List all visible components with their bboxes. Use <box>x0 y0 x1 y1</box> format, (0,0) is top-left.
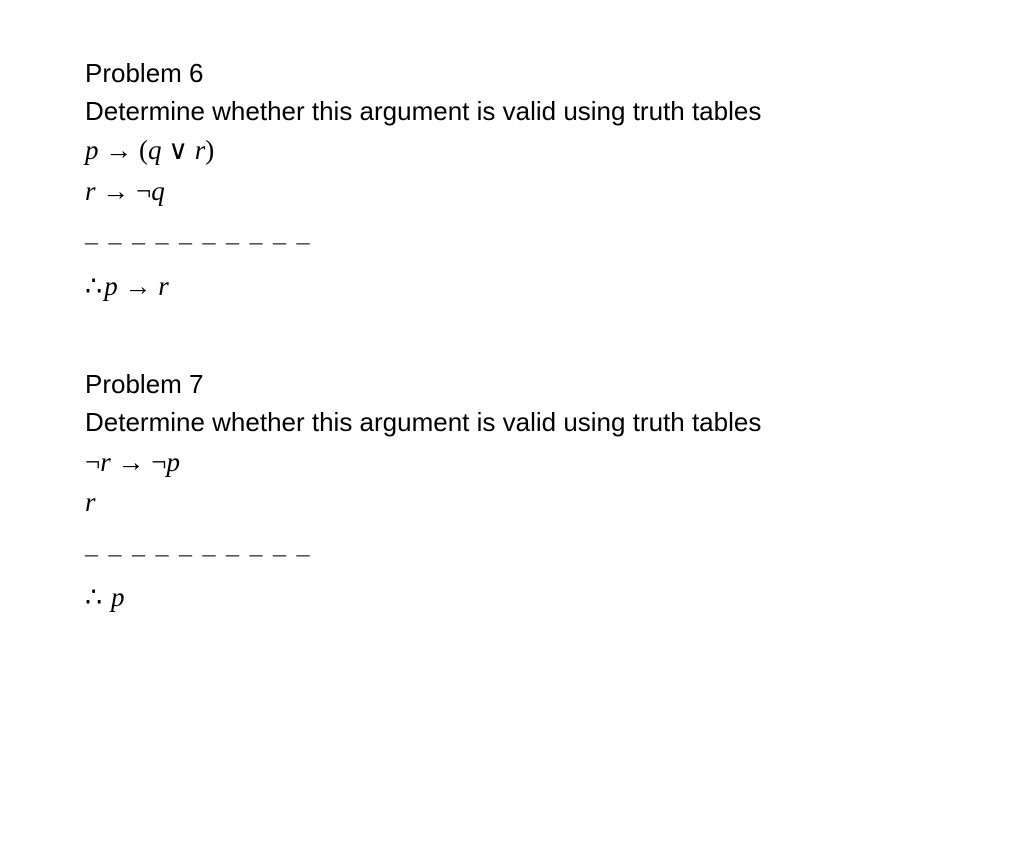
conclusion-line: ∴ p <box>85 578 951 617</box>
problem-title: Problem 7 <box>85 366 951 404</box>
premise-line: r → ¬q <box>85 171 951 212</box>
premise-line: p → (q ∨ r) <box>85 130 951 171</box>
premise-line: ¬r → ¬p <box>85 442 951 483</box>
problem-title: Problem 6 <box>85 55 951 93</box>
problem-6: Problem 6 Determine whether this argumen… <box>85 55 951 306</box>
problem-instruction: Determine whether this argument is valid… <box>85 404 951 442</box>
divider-line: – – – – – – – – – – <box>85 535 951 573</box>
divider-line: – – – – – – – – – – <box>85 223 951 261</box>
premise-line: r <box>85 482 951 523</box>
problem-7: Problem 7 Determine whether this argumen… <box>85 366 951 617</box>
conclusion-line: ∴p → r <box>85 267 951 306</box>
problem-instruction: Determine whether this argument is valid… <box>85 93 951 131</box>
